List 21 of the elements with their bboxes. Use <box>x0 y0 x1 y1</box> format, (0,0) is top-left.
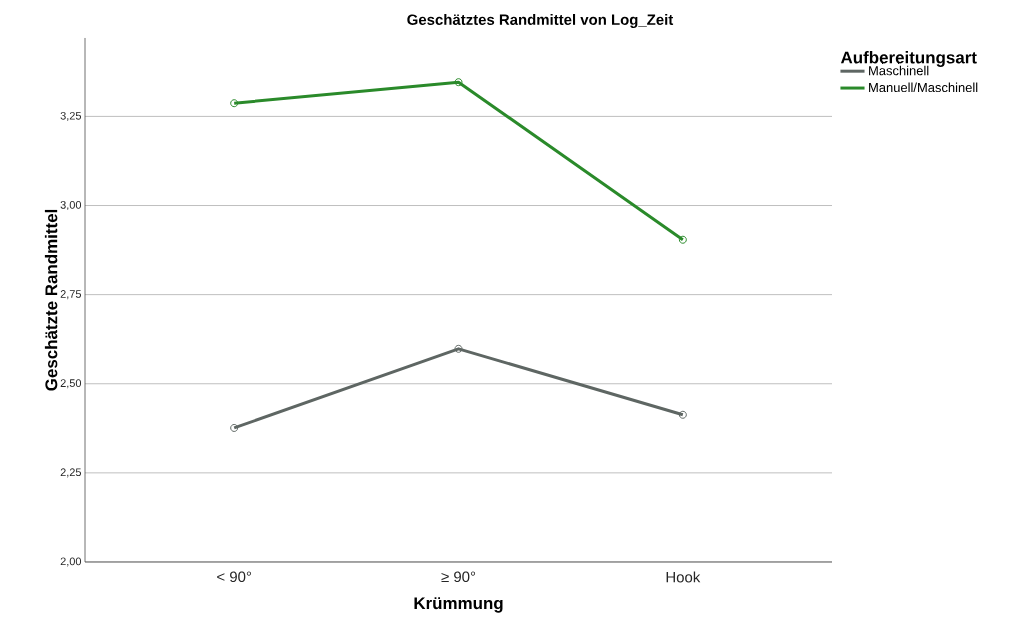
x-tick-label: < 90° <box>217 571 252 583</box>
y-axis-title: Geschätzte Randmittel <box>44 209 58 391</box>
point <box>230 99 239 108</box>
x-axis-title: Krümmung <box>414 597 503 613</box>
y-tick-label: 3,00 <box>60 201 82 211</box>
y-tick-label: 3,25 <box>60 111 82 121</box>
point <box>678 235 687 244</box>
point <box>230 423 239 432</box>
point <box>454 344 463 353</box>
point <box>678 410 687 419</box>
chart-title: Geschätztes Randmittel von Log_Zeit <box>407 13 674 28</box>
y-tick-label: 2,25 <box>60 468 82 478</box>
legend-title: Aufbereitungsart <box>840 51 977 67</box>
legend-label: Manuell/Maschinell <box>869 82 978 93</box>
x-tick-label: ≥ 90° <box>441 571 476 583</box>
y-tick-label: 2,75 <box>60 290 82 300</box>
y-tick-label: 2,00 <box>60 557 82 567</box>
x-tick-label: Hook <box>666 571 701 583</box>
y-tick-label: 2,50 <box>60 379 82 389</box>
legend-label: Maschinell <box>869 65 929 76</box>
point <box>454 78 463 87</box>
